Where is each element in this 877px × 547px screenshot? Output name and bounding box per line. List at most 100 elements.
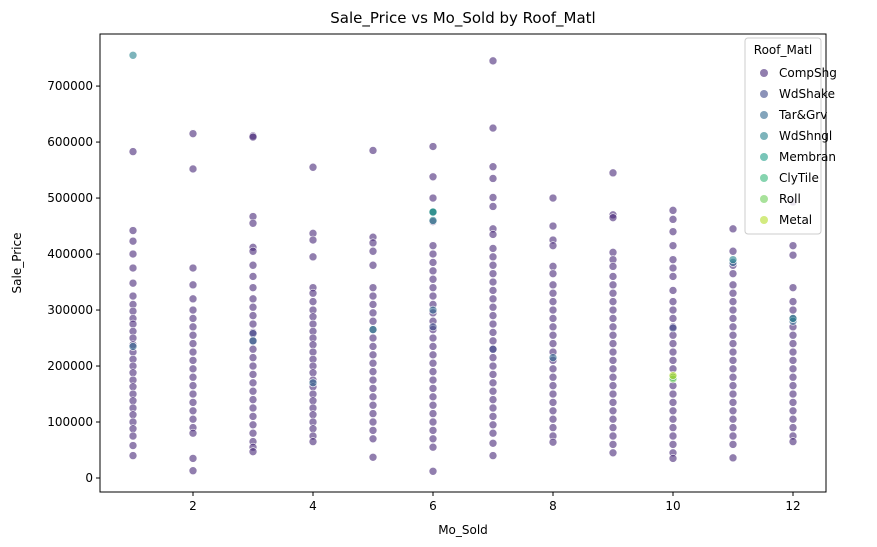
data-point-compshg xyxy=(728,372,738,382)
data-point-compshg xyxy=(728,398,738,407)
data-point-compshg xyxy=(128,424,138,434)
data-point-compshg xyxy=(368,260,378,270)
data-point-compshg xyxy=(608,414,618,424)
y-axis-label: Sale_Price xyxy=(10,233,24,294)
data-point-compshg xyxy=(428,384,438,393)
data-point-compshg xyxy=(248,283,258,292)
data-point-compshg xyxy=(608,288,618,298)
data-point-compshg xyxy=(308,288,318,298)
data-point-compshg xyxy=(308,340,318,350)
legend-marker-wdshake xyxy=(760,90,768,98)
data-point-compshg xyxy=(668,255,678,264)
data-point-compshg xyxy=(608,322,618,332)
data-point-compshg xyxy=(128,236,138,246)
data-point-compshg xyxy=(428,409,438,418)
legend-label-metal: Metal xyxy=(779,213,812,227)
data-point-compshg xyxy=(188,322,198,332)
data-point-compshg xyxy=(188,398,198,407)
data-point-compshg xyxy=(668,272,678,281)
legend-label-tar-grv: Tar&Grv xyxy=(778,108,827,122)
data-point-compshg xyxy=(728,423,738,432)
legend-title: Roof_Matl xyxy=(754,43,812,57)
data-point-compshg xyxy=(788,241,798,250)
data-point-compshg xyxy=(668,263,678,273)
data-point-compshg xyxy=(788,406,798,416)
data-point-compshg xyxy=(428,350,438,360)
data-point-compshg xyxy=(368,333,378,343)
data-point-compshg xyxy=(608,262,618,271)
data-point-compshg xyxy=(728,288,738,298)
data-point-compshg xyxy=(188,372,198,382)
data-point-compshg xyxy=(188,364,198,374)
data-point-compshg xyxy=(128,396,138,406)
y-tick-label: 600000 xyxy=(47,135,93,149)
data-point-compshg xyxy=(728,269,738,278)
data-point-compshg xyxy=(248,246,258,256)
data-point-compshg xyxy=(548,423,558,432)
data-point-compshg xyxy=(128,226,138,235)
data-point-compshg xyxy=(788,398,798,407)
data-point-compshg xyxy=(728,297,738,306)
data-point-tar-grv xyxy=(428,305,438,315)
data-point-compshg xyxy=(488,230,498,239)
chart-title: Sale_Price vs Mo_Sold by Roof_Matl xyxy=(330,9,595,28)
data-point-compshg xyxy=(788,305,798,315)
data-point-compshg xyxy=(608,440,618,449)
data-point-compshg xyxy=(188,263,198,273)
data-point-compshg xyxy=(608,448,618,458)
data-point-compshg xyxy=(368,426,378,435)
data-point-compshg xyxy=(488,370,498,379)
data-point-compshg xyxy=(488,252,498,262)
data-point-compshg xyxy=(188,406,198,416)
data-point-compshg xyxy=(368,238,378,248)
data-point-compshg xyxy=(248,447,258,456)
data-point-wdshngl xyxy=(788,314,798,323)
data-point-compshg xyxy=(188,294,198,304)
data-point-compshg xyxy=(608,372,618,382)
data-point-compshg xyxy=(428,333,438,343)
data-point-compshg xyxy=(428,367,438,376)
data-point-compshg xyxy=(368,300,378,309)
data-point-compshg xyxy=(428,274,438,284)
data-point-compshg xyxy=(428,400,438,410)
data-point-compshg xyxy=(428,266,438,276)
data-point-compshg xyxy=(548,437,558,447)
data-point-compshg xyxy=(788,372,798,382)
data-point-compshg xyxy=(728,314,738,323)
data-point-compshg xyxy=(428,291,438,301)
data-point-compshg xyxy=(188,314,198,323)
data-point-compshg xyxy=(788,423,798,432)
data-point-compshg xyxy=(788,381,798,390)
data-point-compshg xyxy=(608,297,618,306)
data-point-compshg xyxy=(788,330,798,340)
data-point-compshg xyxy=(128,368,138,378)
data-point-wdshngl xyxy=(428,216,438,225)
data-point-compshg xyxy=(488,412,498,421)
data-point-compshg xyxy=(728,356,738,365)
y-axis-ticks: 0 100000 200000 300000 400000 500000 600000 700… xyxy=(47,79,100,485)
data-point-compshg xyxy=(368,246,378,256)
data-point-compshg xyxy=(488,202,498,211)
data-point-compshg xyxy=(548,193,558,203)
data-point-compshg xyxy=(608,339,618,348)
data-point-compshg xyxy=(368,283,378,292)
data-point-compshg xyxy=(788,437,798,446)
data-point-compshg xyxy=(248,302,258,312)
data-point-compshg xyxy=(548,381,558,390)
data-point-compshg xyxy=(788,250,798,260)
data-point-compshg xyxy=(488,244,498,253)
data-point-compshg xyxy=(488,123,498,133)
data-point-metal xyxy=(668,371,678,380)
data-point-wdshake xyxy=(668,323,678,333)
data-point-compshg xyxy=(368,375,378,385)
data-point-compshg xyxy=(728,305,738,315)
data-point-compshg xyxy=(728,389,738,399)
data-point-compshg xyxy=(428,442,438,452)
data-point-compshg xyxy=(488,353,498,362)
data-point-compshg xyxy=(368,316,378,326)
legend-box xyxy=(744,37,822,235)
data-point-compshg xyxy=(488,378,498,388)
x-tick-label: 8 xyxy=(549,499,557,513)
x-axis-label: Mo_Sold xyxy=(438,523,488,537)
